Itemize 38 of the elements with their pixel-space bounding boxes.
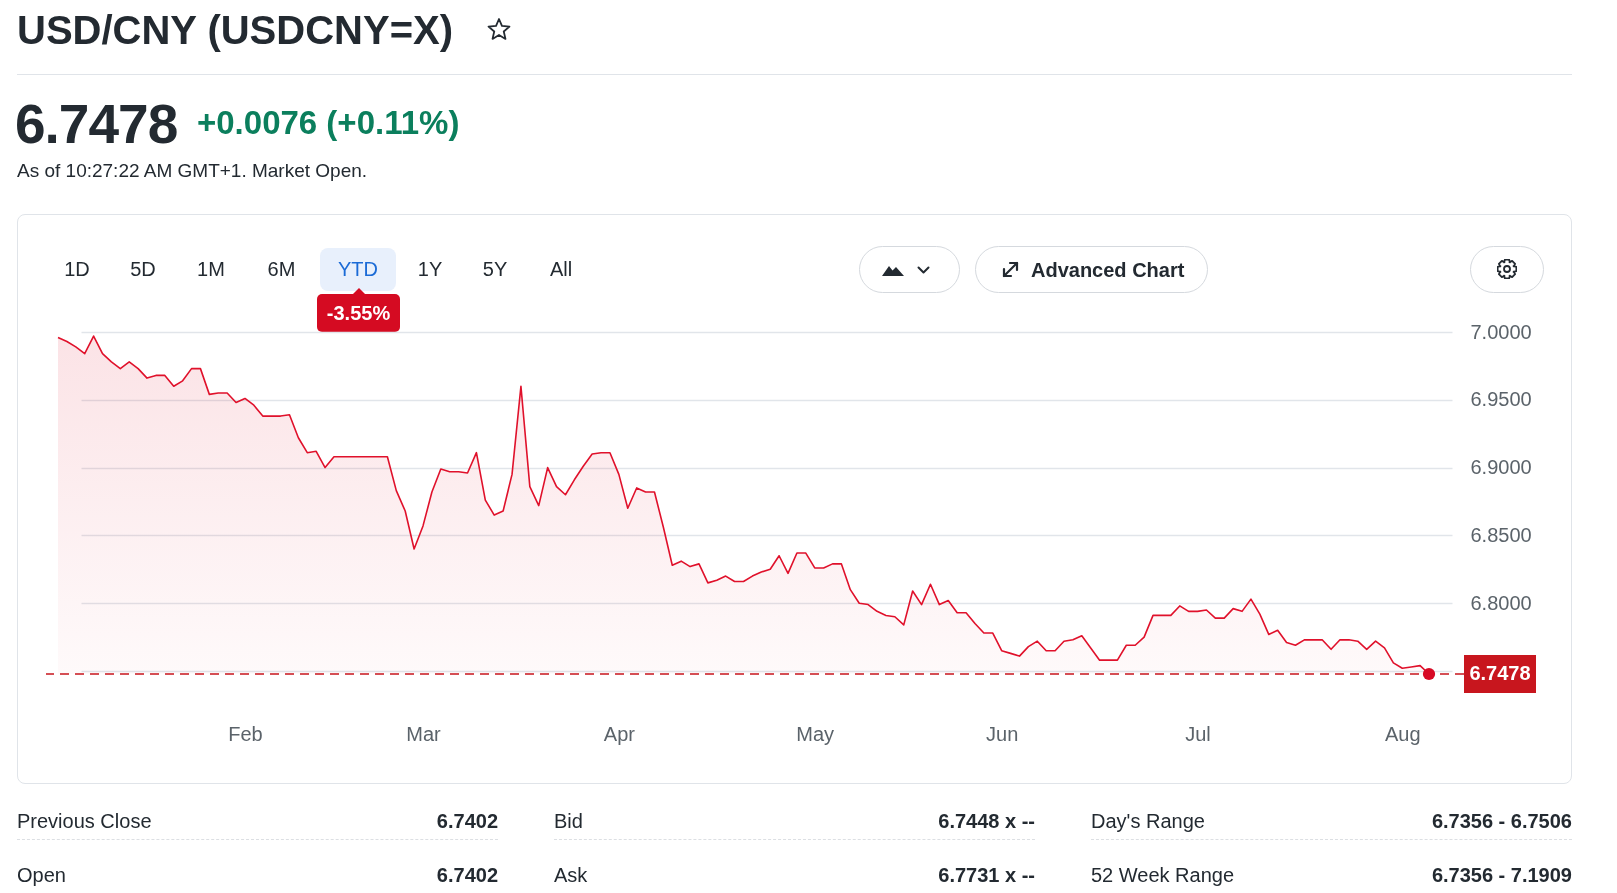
y-tick-label: 6.8500 [1470, 523, 1532, 546]
x-tick-label: Aug [1385, 722, 1421, 745]
text: 5D [130, 257, 156, 281]
text: All [549, 257, 573, 281]
y-tick-label: 6.9000 [1470, 456, 1532, 479]
x-tick-label: Mar [406, 722, 442, 745]
text: 1Y [417, 257, 443, 281]
x-tick-label: Jun [986, 722, 1019, 745]
y-tick-label: 7.0000 [1470, 320, 1532, 343]
text: YTD [320, 248, 396, 291]
text: 6.7478 [15, 93, 178, 155]
ref-line-label: 6.7478 [1469, 662, 1531, 684]
x-tick-label: Apr [603, 722, 636, 745]
text: 1M [197, 257, 225, 281]
text: Ask [554, 863, 588, 887]
text: 6M [267, 257, 296, 281]
y-tick-label: 6.8000 [1470, 591, 1532, 614]
text: 6.7448 x -- [938, 809, 1035, 833]
chart-title: USD/CNY (USDCNY=X) [17, 8, 453, 52]
text: 6.7731 x -- [938, 863, 1035, 887]
x-tick-label: Jul [1185, 722, 1211, 745]
text: Previous Close [17, 809, 152, 833]
x-tick-label: Feb [228, 722, 263, 745]
text: 6.7356 - 6.7506 [1431, 809, 1572, 833]
text: -3.55% [317, 294, 400, 332]
text: Bid [554, 809, 583, 833]
text: 6.7356 - 7.1909 [1431, 863, 1572, 887]
y-tick-label: 6.9500 [1470, 388, 1532, 411]
text: 1D [64, 257, 90, 281]
text: +0.0076 (+0.11%) [197, 103, 460, 143]
text: Day's Range [1091, 809, 1205, 833]
text: 6.7402 [436, 863, 498, 887]
text: 52 Week Range [1091, 863, 1235, 887]
text: Open [17, 863, 66, 887]
x-tick-label: May [796, 722, 835, 745]
text: 5Y [482, 257, 508, 281]
chart-subtitle: As of 10:27:22 AM GMT+1. Market Open. [17, 159, 368, 183]
text: 6.7402 [436, 809, 498, 833]
